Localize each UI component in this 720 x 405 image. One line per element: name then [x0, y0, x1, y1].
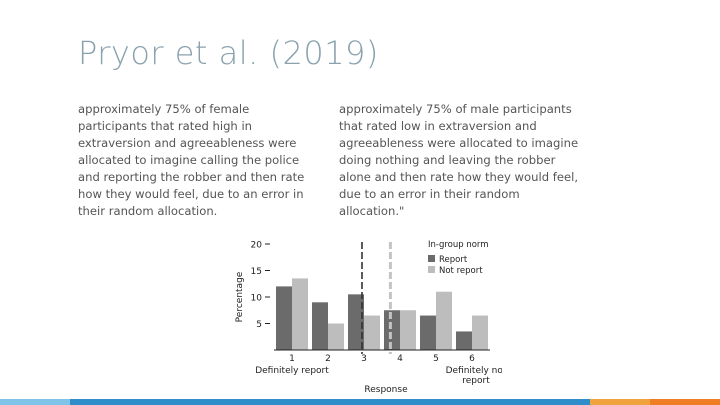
bar-report-1 [276, 286, 292, 350]
footer-segment-orange [590, 399, 650, 405]
x-tick-label: 1 [289, 354, 295, 364]
y-tick-label: 15 [251, 267, 262, 277]
x-axis-label: Response [364, 385, 408, 395]
left-paragraph: approximately 75% of female participants… [78, 102, 305, 218]
bar-report-2 [312, 302, 328, 350]
legend-swatch-report [428, 255, 435, 262]
footer-segment-blue [70, 399, 590, 405]
x-tick-label: 6 [469, 354, 475, 364]
x-tick-label: 5 [433, 354, 439, 364]
footer-color-bar [0, 399, 720, 405]
legend-title: In-group norm [428, 240, 489, 250]
x-end-label-right-line2: report [462, 376, 490, 386]
footer-segment-light-blue [0, 399, 70, 405]
x-tick-label: 4 [397, 354, 403, 364]
bar-report-6 [456, 331, 472, 350]
y-tick-label: 10 [251, 294, 263, 304]
x-end-label-right-line1: Definitely not [446, 366, 502, 376]
bar-report-4 [384, 310, 400, 350]
x-tick-label: 2 [325, 354, 331, 364]
bar-not-report-3 [364, 315, 380, 350]
bar-report-3 [348, 294, 364, 350]
legend-swatch-not-report [428, 266, 435, 273]
bar-not-report-4 [400, 310, 416, 350]
legend-label-report: Report [439, 255, 468, 265]
y-tick-label: 20 [251, 241, 263, 251]
bar-not-report-5 [436, 291, 452, 350]
bar-not-report-2 [328, 323, 344, 350]
chart-svg: 5 10 15 20 Percentage 1 2 3 4 5 6 Definitely report… [235, 240, 502, 395]
legend-label-not-report: Not report [439, 266, 483, 276]
right-paragraph: approximately 75% of male participants t… [339, 102, 579, 218]
x-tick-label: 3 [361, 354, 367, 364]
y-axis-label: Percentage [235, 271, 245, 322]
y-tick-label: 5 [256, 320, 262, 330]
bar-report-5 [420, 315, 436, 350]
bar-not-report-1 [292, 278, 308, 350]
percentage-bar-chart: 5 10 15 20 Percentage 1 2 3 4 5 6 Definitely report… [232, 236, 502, 396]
x-end-label-left: Definitely report [255, 366, 329, 376]
bar-not-report-6 [472, 315, 488, 350]
slide-title: Pryor et al. (2019) [78, 34, 379, 72]
footer-segment-dark-orange [650, 399, 720, 405]
